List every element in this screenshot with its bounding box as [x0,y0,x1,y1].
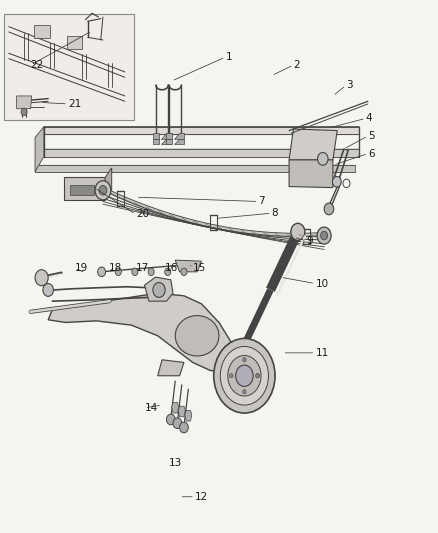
Polygon shape [161,133,171,139]
Circle shape [132,268,138,276]
Text: 10: 10 [315,279,328,288]
Text: 2: 2 [293,60,300,70]
Text: 18: 18 [109,263,122,273]
Circle shape [165,268,171,276]
Circle shape [324,203,334,215]
Polygon shape [289,129,337,160]
Polygon shape [145,277,173,301]
Circle shape [181,268,187,276]
Text: 11: 11 [315,348,328,358]
Text: 16: 16 [165,263,178,273]
Circle shape [173,418,182,429]
Circle shape [236,365,253,386]
Circle shape [153,282,165,297]
Circle shape [35,270,48,286]
Text: 8: 8 [272,208,278,218]
FancyBboxPatch shape [4,14,134,120]
Polygon shape [175,260,201,272]
Text: 5: 5 [368,131,374,141]
Polygon shape [166,139,172,144]
Text: 4: 4 [366,114,372,123]
Polygon shape [48,293,237,373]
Polygon shape [153,139,159,144]
Polygon shape [289,160,333,188]
Polygon shape [158,360,184,376]
Polygon shape [35,127,44,172]
Polygon shape [153,133,159,139]
Circle shape [291,223,305,240]
Polygon shape [178,406,185,417]
Circle shape [230,374,233,378]
Circle shape [148,268,154,276]
Text: 12: 12 [195,492,208,502]
Circle shape [166,414,175,425]
Text: 20: 20 [136,209,149,219]
Circle shape [228,356,261,396]
Polygon shape [44,149,359,157]
Polygon shape [17,96,32,109]
Polygon shape [35,25,50,38]
Circle shape [332,176,341,187]
Circle shape [243,390,246,394]
Polygon shape [185,410,192,421]
Circle shape [240,344,246,351]
Circle shape [256,374,259,378]
Text: 17: 17 [136,263,149,273]
Circle shape [115,268,121,276]
Polygon shape [70,185,94,195]
Text: 22: 22 [31,60,44,70]
Circle shape [317,227,331,244]
Polygon shape [44,127,359,134]
Text: 7: 7 [258,197,265,206]
Polygon shape [174,139,184,144]
Circle shape [256,374,259,378]
Text: 13: 13 [169,458,182,467]
Polygon shape [172,402,179,413]
Circle shape [243,358,246,362]
Circle shape [318,152,328,165]
Polygon shape [64,177,105,200]
Text: 3: 3 [346,80,353,90]
Polygon shape [35,165,355,172]
Circle shape [98,267,106,277]
Polygon shape [174,133,184,139]
Circle shape [99,185,107,195]
Text: 19: 19 [74,263,88,273]
Text: 21: 21 [68,99,81,109]
Circle shape [220,346,268,405]
Circle shape [214,338,275,413]
Circle shape [43,284,53,296]
Text: 1: 1 [226,52,232,62]
Polygon shape [175,316,219,356]
Circle shape [95,181,111,200]
Circle shape [180,422,188,433]
Polygon shape [105,168,112,200]
Circle shape [21,108,27,116]
Text: 15: 15 [193,263,206,273]
Polygon shape [67,36,82,50]
Text: 14: 14 [145,403,158,413]
Circle shape [237,341,249,354]
Text: 6: 6 [368,149,374,158]
Text: 9: 9 [307,236,313,246]
Polygon shape [161,139,171,144]
Circle shape [321,231,328,240]
Polygon shape [166,133,172,139]
